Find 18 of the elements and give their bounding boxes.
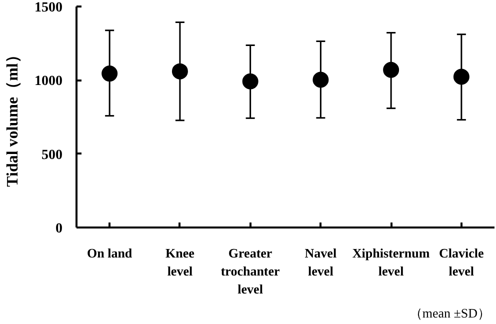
x-tick-label: Clavicle level [439, 246, 484, 278]
x-tick-label: Navel level [304, 246, 337, 278]
x-tick-label: Xiphisternum level [352, 246, 430, 278]
point [242, 73, 258, 90]
y-tick-label: 500 [42, 148, 62, 163]
x-tick-label: Greater trochanter level [220, 246, 280, 296]
text: （mean ±SD） [409, 306, 490, 320]
y-axis-title: Tidal volume（ml） [4, 47, 22, 187]
y-tick-label: 0 [56, 222, 62, 236]
point [383, 62, 400, 78]
y-tick-label: 1000 [34, 74, 62, 90]
point [102, 66, 118, 82]
x-tick-label: Knee level [166, 246, 195, 278]
point [312, 72, 329, 88]
y-tick-label: 1500 [34, 0, 62, 16]
point [172, 63, 188, 80]
point [453, 68, 470, 85]
x-tick-label: On land [86, 246, 133, 260]
